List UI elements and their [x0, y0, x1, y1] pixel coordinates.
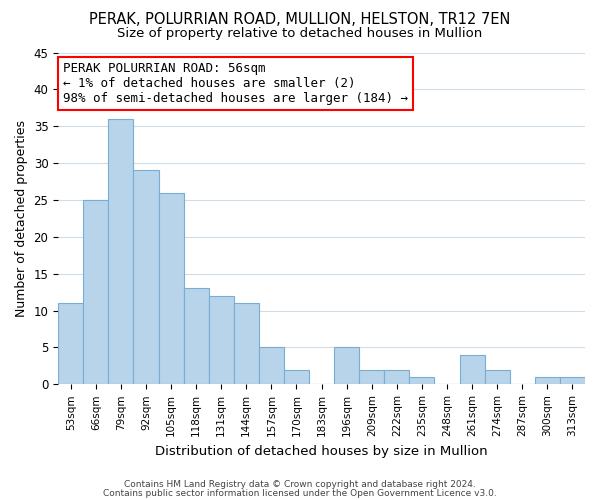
Text: PERAK, POLURRIAN ROAD, MULLION, HELSTON, TR12 7EN: PERAK, POLURRIAN ROAD, MULLION, HELSTON,… — [89, 12, 511, 28]
Y-axis label: Number of detached properties: Number of detached properties — [15, 120, 28, 317]
Bar — [234, 303, 259, 384]
Bar — [209, 296, 234, 384]
X-axis label: Distribution of detached houses by size in Mullion: Distribution of detached houses by size … — [155, 444, 488, 458]
Bar — [535, 377, 560, 384]
Bar — [83, 200, 109, 384]
Bar — [460, 355, 485, 384]
Bar — [359, 370, 384, 384]
Bar — [109, 119, 133, 384]
Bar — [58, 303, 83, 384]
Text: Size of property relative to detached houses in Mullion: Size of property relative to detached ho… — [118, 28, 482, 40]
Bar — [259, 348, 284, 385]
Bar — [133, 170, 158, 384]
Bar — [284, 370, 309, 384]
Bar — [485, 370, 510, 384]
Text: PERAK POLURRIAN ROAD: 56sqm
← 1% of detached houses are smaller (2)
98% of semi-: PERAK POLURRIAN ROAD: 56sqm ← 1% of deta… — [64, 62, 409, 106]
Bar — [409, 377, 434, 384]
Bar — [560, 377, 585, 384]
Bar — [334, 348, 359, 385]
Bar — [384, 370, 409, 384]
Text: Contains HM Land Registry data © Crown copyright and database right 2024.: Contains HM Land Registry data © Crown c… — [124, 480, 476, 489]
Bar — [184, 288, 209, 384]
Bar — [158, 192, 184, 384]
Text: Contains public sector information licensed under the Open Government Licence v3: Contains public sector information licen… — [103, 489, 497, 498]
